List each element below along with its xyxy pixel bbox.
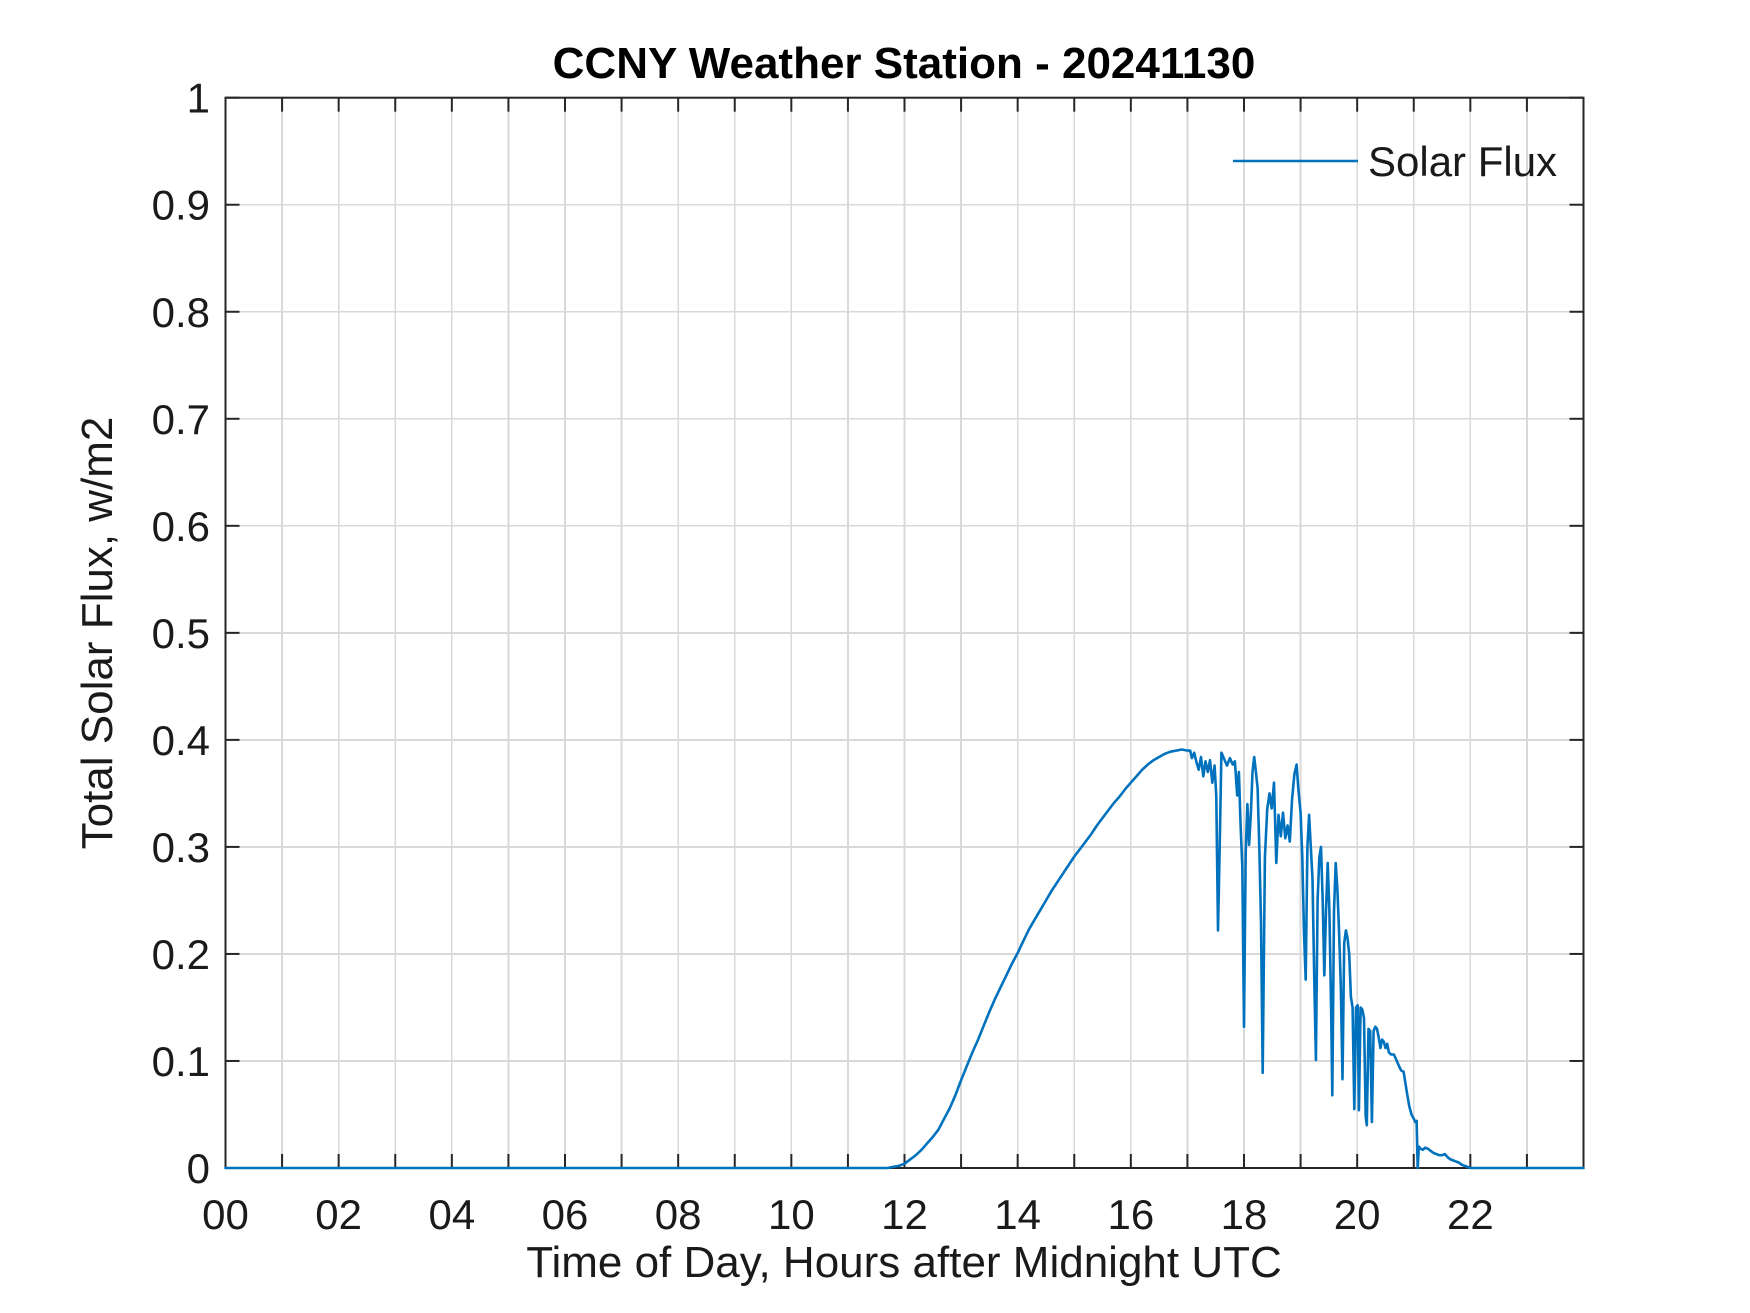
legend: Solar Flux [1233, 138, 1557, 185]
x-tick-label: 20 [1334, 1191, 1381, 1238]
y-tick-label: 0.1 [152, 1038, 210, 1085]
x-tick-label: 06 [542, 1191, 589, 1238]
y-axis-label: Total Solar Flux, w/m2 [73, 417, 122, 850]
x-tick-label: 22 [1447, 1191, 1494, 1238]
y-tick-labels: 0 0.1 0.2 0.3 0.4 0.5 0.6 0.7 0.8 0.9 1 [152, 75, 210, 1192]
x-tick-label: 16 [1107, 1191, 1154, 1238]
y-tick-label: 0.5 [152, 610, 210, 657]
x-tick-label: 12 [881, 1191, 928, 1238]
legend-label-solar-flux: Solar Flux [1368, 138, 1557, 185]
y-tick-label: 1 [187, 75, 210, 122]
x-tick-label: 00 [202, 1191, 249, 1238]
y-tick-label: 0.3 [152, 824, 210, 871]
x-tick-labels: 00 02 04 06 08 10 12 14 16 18 20 22 [202, 1191, 1494, 1238]
y-tick-label: 0.4 [152, 717, 210, 764]
x-tick-label: 04 [428, 1191, 475, 1238]
grid-lines [225, 97, 1584, 1168]
x-tick-label: 18 [1221, 1191, 1268, 1238]
y-tick-label: 0.8 [152, 289, 210, 336]
x-tick-label: 08 [655, 1191, 702, 1238]
y-tick-label: 0.6 [152, 503, 210, 550]
x-tick-label: 10 [768, 1191, 815, 1238]
solar-flux-line [224, 748, 1585, 1170]
x-axis-label: Time of Day, Hours after Midnight UTC [526, 1238, 1282, 1287]
x-tick-label: 02 [315, 1191, 362, 1238]
chart-title: CCNY Weather Station - 20241130 [553, 39, 1256, 88]
y-tick-label: 0 [187, 1145, 210, 1192]
y-tick-label: 0.9 [152, 182, 210, 229]
x-tick-label: 14 [994, 1191, 1041, 1238]
y-tick-label: 0.2 [152, 931, 210, 978]
y-tick-label: 0.7 [152, 396, 210, 443]
